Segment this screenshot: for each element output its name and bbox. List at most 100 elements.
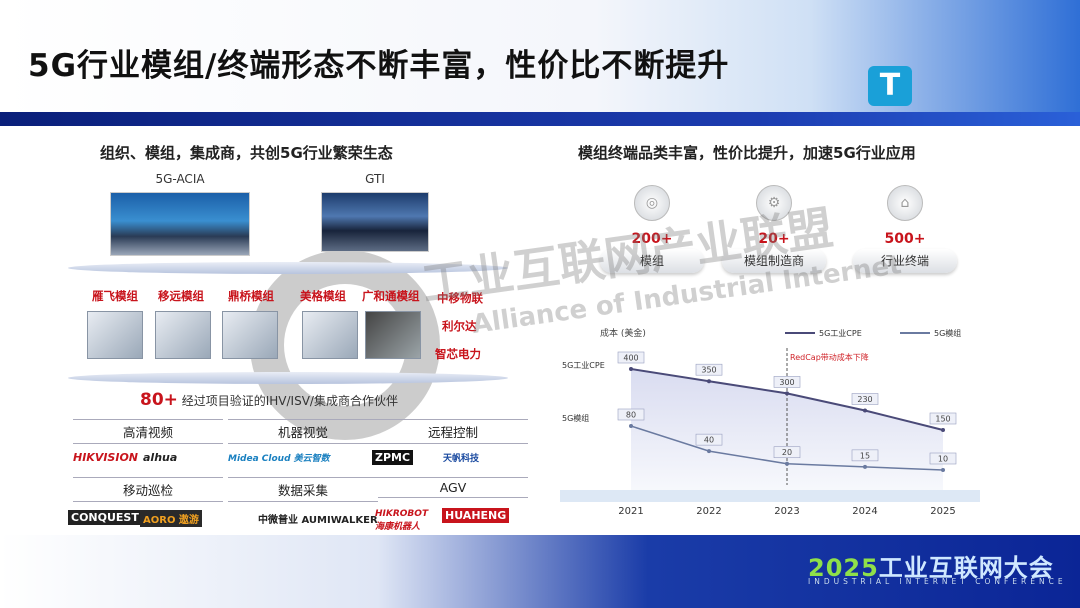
chip-icon: ◎ (634, 185, 670, 221)
conference-logo: 2025工业互联网大会 (808, 548, 1054, 583)
data-label: 15 (860, 451, 870, 460)
logo-icon: T (868, 66, 912, 106)
conference-subtitle: INDUSTRIAL INTERNET CONFERENCE (808, 577, 1067, 586)
data-point (863, 408, 867, 413)
footer-band (0, 535, 1080, 608)
series-row-label: 5G模组 (562, 413, 589, 423)
annotation-text: RedCap带动成本下降 (790, 352, 869, 362)
x-tick-label: 2021 (618, 506, 643, 517)
legend-label: 5G模组 (934, 328, 961, 338)
series-row-label: 5G工业CPE (562, 360, 605, 370)
data-label-box (695, 363, 723, 376)
module-vendor: 美格模组 (300, 289, 346, 303)
y-axis-label: 成本 (美金) (600, 327, 646, 339)
module-vendor: 移远模组 (158, 289, 204, 303)
conference-year: 2025 (808, 554, 879, 582)
data-point (941, 428, 945, 432)
stat-label: 模组制造商 (722, 249, 826, 273)
axis-base (560, 490, 980, 502)
stat-terminals: ⌂ 500+ 行业终端 (853, 185, 957, 273)
x-tick-label: 2022 (696, 506, 721, 517)
brand-logo: 天帆科技 (443, 454, 480, 464)
conference-name: 工业互联网大会 (878, 554, 1054, 582)
data-label-box (929, 412, 957, 425)
module-vendor: 中移物联 (437, 291, 483, 305)
module-image (365, 311, 421, 359)
stat-number: 500+ (884, 231, 926, 247)
brand-logo: HUAHENG (442, 508, 510, 523)
module-vendor: 广和通模组 (362, 289, 420, 303)
data-label-box (617, 351, 645, 364)
org-label: 5G-ACIA (155, 172, 205, 186)
header-band (0, 112, 1080, 126)
brand-logo: HIKVISION (73, 451, 139, 464)
category-label: 机器视觉 (228, 419, 378, 444)
module-vendor: 鼎桥模组 (228, 289, 274, 303)
module-image (222, 311, 278, 359)
category-label: AGV (378, 477, 528, 498)
org-photo (321, 192, 429, 252)
slide-title: 5G行业模组/终端形态不断丰富，性价比不断提升 (28, 48, 730, 84)
data-point (629, 424, 633, 428)
data-label: 80 (626, 411, 636, 420)
shelf-divider (68, 262, 508, 274)
data-point (707, 449, 711, 454)
gear-icon: ⚙ (756, 185, 792, 221)
legend-label: 5G工业CPE (819, 328, 862, 338)
stat-number: 200+ (631, 231, 673, 247)
x-tick-label: 2024 (852, 506, 877, 517)
data-label: 150 (935, 415, 950, 424)
data-label-box (851, 449, 879, 462)
module-image (302, 311, 358, 359)
brand-logo: HIKROBOT 海康机器人 (375, 509, 429, 532)
right-heading: 模组终端品类丰富，性价比提升，加速5G行业应用 (578, 144, 916, 162)
module-vendor: 智芯电力 (435, 347, 481, 361)
data-label-box (617, 408, 645, 421)
data-point (785, 461, 789, 466)
data-label-box (773, 376, 801, 388)
stat-modules: ◎ 200+ 模组 (600, 185, 704, 273)
data-point (785, 391, 789, 396)
data-label-box (851, 393, 879, 405)
data-label: 20 (782, 448, 792, 457)
data-point (863, 464, 867, 469)
module-vendor: 利尔达 (442, 319, 477, 333)
data-point (629, 367, 633, 371)
module-vendor: 雁飞模组 (92, 289, 138, 303)
partners-line: 80+ 经过项目验证的IHV/ISV/集成商合作伙伴 (140, 390, 398, 410)
left-heading: 组织、模组，集成商，共创5G行业繁荣生态 (100, 144, 393, 162)
data-label: 230 (857, 395, 872, 404)
data-label: 400 (623, 354, 638, 363)
shelf-divider (68, 372, 508, 384)
terminal-icon: ⌂ (887, 185, 923, 221)
module-image (87, 311, 143, 359)
org-photo (110, 192, 250, 256)
brand-logo: 中微普业 AUMIWALKER (258, 515, 378, 526)
brand-logo: alhua (143, 451, 178, 464)
data-point (941, 468, 945, 472)
category-label: 数据采集 (228, 477, 378, 502)
category-label: 远程控制 (378, 419, 528, 444)
category-label: 高清视频 (73, 419, 223, 444)
data-label: 40 (704, 436, 714, 445)
module-image (155, 311, 211, 359)
x-tick-label: 2023 (774, 506, 799, 517)
brand-logo: AORO 遨游 (140, 510, 202, 527)
brand-logo: CONQUEST (68, 510, 142, 525)
data-point (707, 379, 711, 384)
partners-text: 经过项目验证的IHV/ISV/集成商合作伙伴 (181, 394, 398, 408)
partners-count: 80+ (140, 390, 178, 410)
brand-logo: ZPMC (372, 450, 414, 465)
data-label: 350 (701, 366, 716, 375)
data-label: 10 (938, 455, 948, 464)
brand-logo: Midea Cloud 美云智数 (228, 454, 330, 464)
data-label: 300 (779, 378, 794, 387)
org-label: GTI (365, 172, 385, 186)
data-label-box (773, 446, 801, 459)
stat-manufacturers: ⚙ 20+ 模组制造商 (722, 185, 826, 273)
stat-label: 模组 (600, 249, 704, 273)
x-tick-label: 2025 (930, 506, 955, 517)
stat-number: 20+ (758, 231, 790, 247)
data-label-box (695, 433, 723, 446)
stat-label: 行业终端 (853, 249, 957, 273)
